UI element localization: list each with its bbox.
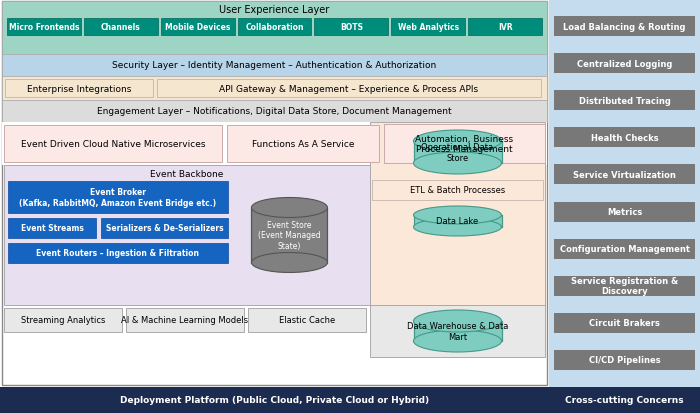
Text: Functions As A Service: Functions As A Service bbox=[252, 140, 354, 149]
Text: Service Virtualization: Service Virtualization bbox=[573, 171, 676, 180]
Text: Web Analytics: Web Analytics bbox=[398, 23, 458, 32]
FancyBboxPatch shape bbox=[554, 202, 695, 222]
FancyBboxPatch shape bbox=[126, 308, 244, 332]
Text: Collaboration: Collaboration bbox=[245, 23, 304, 32]
Text: User Experience Layer: User Experience Layer bbox=[219, 5, 330, 15]
Text: Health Checks: Health Checks bbox=[591, 133, 658, 142]
FancyBboxPatch shape bbox=[84, 19, 158, 36]
Text: Event Broker
(Kafka, RabbitMQ, Amazon Event Bridge etc.): Event Broker (Kafka, RabbitMQ, Amazon Ev… bbox=[20, 188, 216, 207]
FancyBboxPatch shape bbox=[549, 0, 700, 387]
FancyBboxPatch shape bbox=[8, 218, 96, 238]
FancyBboxPatch shape bbox=[554, 17, 695, 37]
Text: Security Layer – Identity Management – Authentication & Authorization: Security Layer – Identity Management – A… bbox=[113, 62, 437, 70]
Text: IVR: IVR bbox=[498, 23, 512, 32]
FancyBboxPatch shape bbox=[4, 126, 222, 163]
FancyBboxPatch shape bbox=[554, 165, 695, 185]
Text: API Gateway & Management – Experience & Process APIs: API Gateway & Management – Experience & … bbox=[219, 84, 479, 93]
Text: Event Streams: Event Streams bbox=[20, 224, 83, 233]
FancyBboxPatch shape bbox=[2, 123, 547, 166]
FancyBboxPatch shape bbox=[370, 305, 545, 357]
Text: Channels: Channels bbox=[101, 23, 141, 32]
Text: Enterprise Integrations: Enterprise Integrations bbox=[27, 84, 131, 93]
Text: Distributed Tracing: Distributed Tracing bbox=[579, 97, 671, 105]
FancyBboxPatch shape bbox=[2, 101, 547, 123]
Ellipse shape bbox=[251, 198, 328, 218]
Text: Event Routers – Ingestion & Filtration: Event Routers – Ingestion & Filtration bbox=[36, 249, 200, 258]
FancyBboxPatch shape bbox=[554, 313, 695, 333]
Text: Circuit Brakers: Circuit Brakers bbox=[589, 318, 660, 328]
Ellipse shape bbox=[414, 218, 501, 236]
FancyBboxPatch shape bbox=[237, 19, 312, 36]
FancyBboxPatch shape bbox=[2, 77, 547, 101]
FancyBboxPatch shape bbox=[227, 126, 379, 163]
Ellipse shape bbox=[414, 330, 501, 352]
Text: BOTS: BOTS bbox=[340, 23, 363, 32]
FancyBboxPatch shape bbox=[5, 80, 153, 98]
Text: Streaming Analytics: Streaming Analytics bbox=[21, 316, 105, 325]
Text: Event Backbone: Event Backbone bbox=[150, 170, 224, 179]
FancyBboxPatch shape bbox=[8, 243, 228, 263]
Ellipse shape bbox=[414, 131, 501, 153]
FancyBboxPatch shape bbox=[0, 387, 549, 413]
FancyBboxPatch shape bbox=[391, 19, 465, 36]
FancyBboxPatch shape bbox=[554, 350, 695, 370]
Text: Event Store
(Event Managed
State): Event Store (Event Managed State) bbox=[258, 221, 321, 250]
Text: Serializers & De-Serializers: Serializers & De-Serializers bbox=[106, 224, 223, 233]
Text: ETL & Batch Processes: ETL & Batch Processes bbox=[410, 186, 505, 195]
FancyBboxPatch shape bbox=[4, 166, 370, 305]
FancyBboxPatch shape bbox=[2, 2, 547, 385]
Text: Operational Data
Store: Operational Data Store bbox=[421, 143, 493, 162]
Text: Automation, Business
Process Management: Automation, Business Process Management bbox=[415, 135, 514, 154]
Text: CI/CD Pipelines: CI/CD Pipelines bbox=[589, 356, 660, 365]
Bar bbox=[414, 216, 501, 228]
Ellipse shape bbox=[414, 153, 501, 175]
Ellipse shape bbox=[251, 253, 328, 273]
Bar bbox=[251, 208, 328, 263]
Text: Mobile Devices: Mobile Devices bbox=[165, 23, 230, 32]
Text: Centralized Logging: Centralized Logging bbox=[577, 59, 672, 69]
FancyBboxPatch shape bbox=[101, 218, 228, 238]
Text: Data Lake: Data Lake bbox=[436, 217, 479, 226]
FancyBboxPatch shape bbox=[2, 55, 547, 77]
FancyBboxPatch shape bbox=[157, 80, 541, 98]
Ellipse shape bbox=[414, 206, 501, 224]
FancyBboxPatch shape bbox=[372, 180, 543, 201]
FancyBboxPatch shape bbox=[314, 19, 389, 36]
Text: Metrics: Metrics bbox=[607, 208, 642, 216]
FancyBboxPatch shape bbox=[370, 123, 545, 305]
FancyBboxPatch shape bbox=[7, 19, 81, 36]
FancyBboxPatch shape bbox=[549, 387, 700, 413]
FancyBboxPatch shape bbox=[384, 125, 545, 164]
Text: Service Registration &
Discovery: Service Registration & Discovery bbox=[571, 276, 678, 296]
FancyBboxPatch shape bbox=[248, 308, 366, 332]
FancyBboxPatch shape bbox=[8, 182, 228, 214]
Text: Event Driven Cloud Native Microservices: Event Driven Cloud Native Microservices bbox=[21, 140, 205, 149]
Text: Cross-cutting Concerns: Cross-cutting Concerns bbox=[565, 396, 684, 404]
Text: Engagement Layer – Notifications, Digital Data Store, Document Management: Engagement Layer – Notifications, Digita… bbox=[97, 107, 452, 116]
FancyBboxPatch shape bbox=[554, 128, 695, 148]
FancyBboxPatch shape bbox=[4, 308, 122, 332]
Text: Elastic Cache: Elastic Cache bbox=[279, 316, 335, 325]
FancyBboxPatch shape bbox=[554, 54, 695, 74]
FancyBboxPatch shape bbox=[554, 91, 695, 111]
FancyBboxPatch shape bbox=[554, 239, 695, 259]
Text: AI & Machine Learning Models: AI & Machine Learning Models bbox=[121, 316, 248, 325]
Text: Micro Frontends: Micro Frontends bbox=[8, 23, 79, 32]
FancyBboxPatch shape bbox=[2, 2, 547, 55]
FancyBboxPatch shape bbox=[161, 19, 234, 36]
Text: Configuration Management: Configuration Management bbox=[559, 244, 690, 254]
Bar bbox=[414, 321, 501, 341]
Text: Load Balancing & Routing: Load Balancing & Routing bbox=[564, 23, 686, 31]
FancyBboxPatch shape bbox=[554, 276, 695, 296]
Ellipse shape bbox=[414, 310, 501, 332]
Bar bbox=[414, 142, 501, 164]
FancyBboxPatch shape bbox=[468, 19, 542, 36]
Text: Data Warehouse & Data
Mart: Data Warehouse & Data Mart bbox=[407, 322, 508, 341]
Text: Deployment Platform (Public Cloud, Private Cloud or Hybrid): Deployment Platform (Public Cloud, Priva… bbox=[120, 396, 429, 404]
